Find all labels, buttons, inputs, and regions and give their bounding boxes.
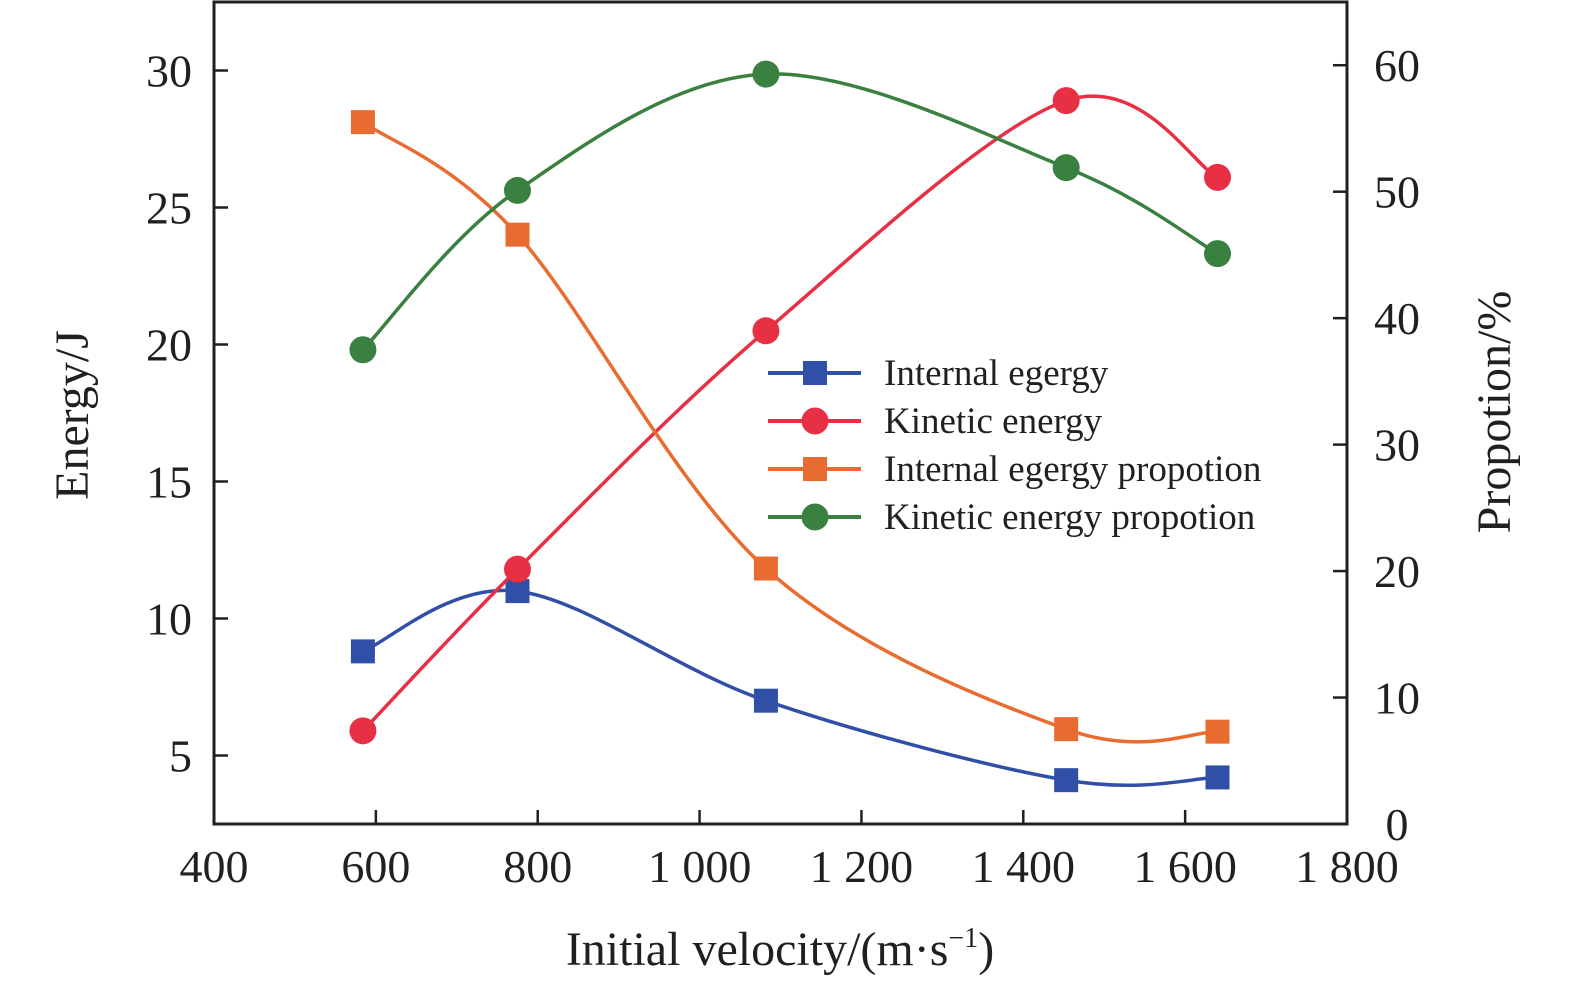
legend-label: Kinetic energy — [884, 401, 1103, 442]
series-kinetic-energy — [349, 87, 1232, 745]
y2-tick-label: 10 — [1374, 673, 1420, 724]
x-axis-title-superscript: −1 — [948, 923, 978, 954]
data-point — [505, 579, 530, 604]
data-point — [1054, 768, 1079, 793]
data-point — [1052, 154, 1080, 182]
x-axis-title: Initial velocity/(m·s−1) — [566, 923, 994, 976]
data-point — [350, 639, 375, 664]
ticks-layer: 400 600 800 1 000 1 200 1 400 1 600 1 800510152… — [146, 40, 1420, 892]
legend-marker — [803, 457, 827, 481]
legend-marker — [803, 361, 827, 385]
y2-tick-label: 40 — [1374, 293, 1420, 344]
data-point — [753, 688, 778, 713]
legend-label: Internal egergy — [884, 353, 1109, 394]
y2-tick-label: 50 — [1374, 167, 1420, 218]
y-tick-label: 20 — [146, 320, 192, 371]
y-tick-label: 5 — [169, 731, 192, 782]
y-axis-title: Energy/J — [46, 330, 99, 500]
data-point — [1204, 163, 1232, 191]
x-tick-label: 400 — [180, 841, 249, 892]
data-point — [1054, 717, 1079, 742]
legend-marker — [801, 503, 829, 531]
y-tick-label: 30 — [146, 46, 192, 97]
data-point — [503, 176, 531, 204]
legend-label: Internal egergy propotion — [884, 449, 1261, 490]
data-point — [503, 555, 531, 583]
legend-item: Internal egergy — [768, 353, 1109, 394]
y-tick-label: 25 — [146, 183, 192, 234]
y-tick-label: 10 — [146, 594, 192, 645]
series-line — [361, 120, 1218, 744]
y-tick-label: 15 — [146, 457, 192, 508]
y2-tick-label: 20 — [1374, 546, 1420, 597]
legend-label: Kinetic energy propotion — [884, 497, 1255, 538]
x-tick-label: 1 000 — [648, 841, 752, 892]
x-tick-label: 1 200 — [810, 841, 914, 892]
x-tick-label: 1 600 — [1133, 841, 1237, 892]
series-internal-egergy — [350, 579, 1230, 793]
x-tick-label: 600 — [341, 841, 410, 892]
data-point — [1205, 765, 1230, 790]
legend-marker — [801, 407, 829, 435]
data-point — [752, 60, 780, 88]
axes-layer — [212, 0, 1349, 826]
legend-item: Kinetic energy — [768, 401, 1103, 442]
data-point — [349, 717, 377, 745]
series-layer — [349, 60, 1232, 793]
y2-tick-label: 30 — [1374, 420, 1420, 471]
y2-axis-title: Propotion/% — [1468, 291, 1521, 534]
y2-tick-label: 60 — [1374, 40, 1420, 91]
series-internal-egergy-propotion — [350, 110, 1230, 744]
data-point — [1052, 87, 1080, 115]
x-tick-label: 1 400 — [972, 841, 1076, 892]
x-tick-label: 1 800 — [1295, 841, 1399, 892]
plot-frame — [212, 0, 1349, 826]
data-point — [1204, 240, 1232, 268]
series-kinetic-energy-propotion — [349, 60, 1232, 364]
data-point — [752, 317, 780, 345]
data-point — [1205, 719, 1230, 744]
data-point — [349, 336, 377, 364]
legend-item: Internal egergy propotion — [768, 449, 1261, 490]
legend-item: Kinetic energy propotion — [768, 497, 1255, 538]
y2-tick-label: 0 — [1386, 799, 1409, 850]
data-point — [505, 222, 530, 247]
data-point — [753, 556, 778, 581]
x-tick-label: 800 — [503, 841, 572, 892]
series-line — [362, 588, 1218, 788]
legend: Internal egergy Kinetic energy Internal eg… — [768, 353, 1261, 538]
data-point — [350, 110, 375, 135]
